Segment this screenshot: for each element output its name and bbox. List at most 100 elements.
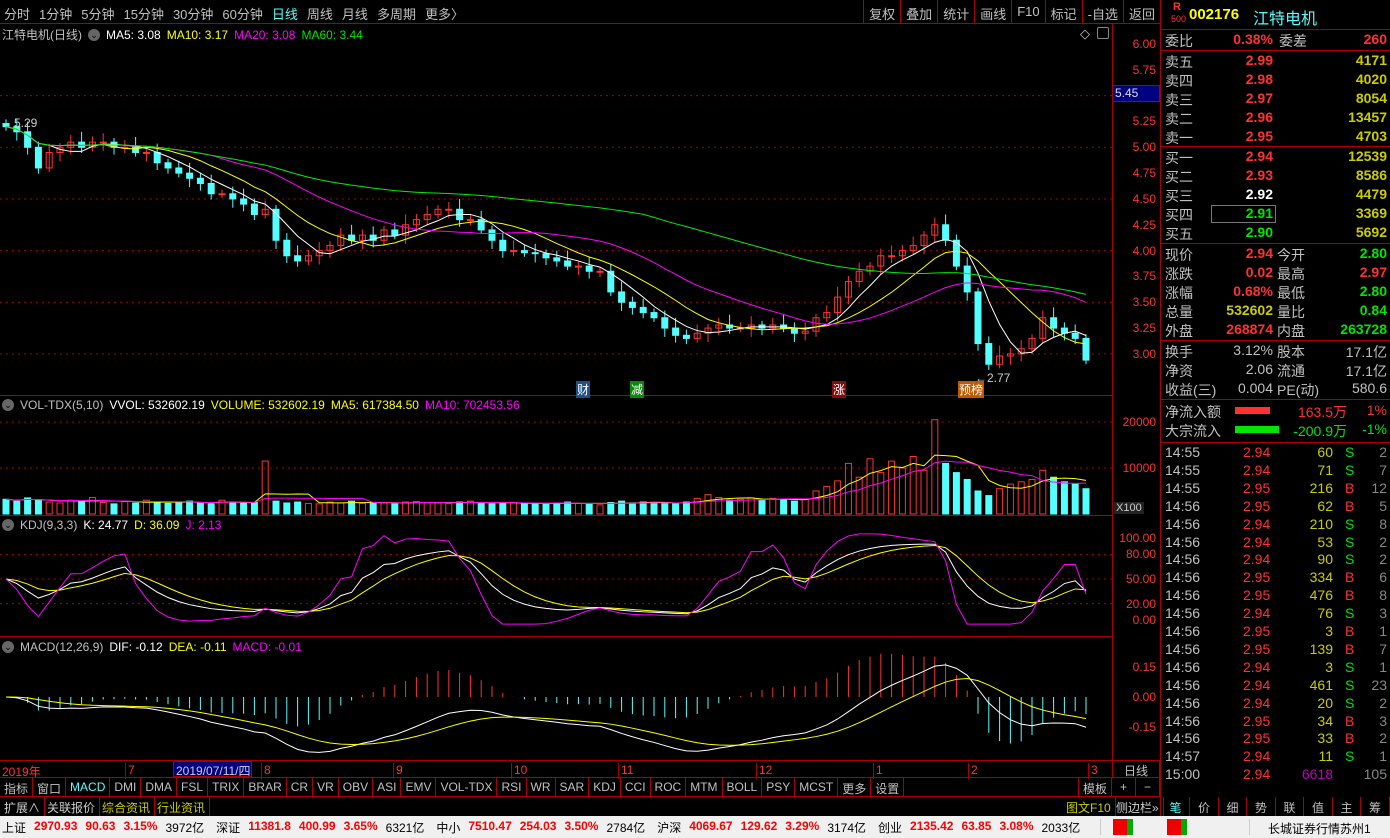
side-tab[interactable]: 价 xyxy=(1191,797,1219,816)
period-tab[interactable]: 多周期 xyxy=(376,7,416,22)
collapse-icon[interactable]: ⌄ xyxy=(2,641,14,653)
tool-button[interactable]: 复权 xyxy=(863,0,900,24)
tick-volume: 71 xyxy=(1317,461,1333,478)
tick-side: S xyxy=(1345,551,1355,568)
period-tab[interactable]: 15分钟 xyxy=(123,7,164,22)
indicator-tab[interactable]: OBV xyxy=(339,778,374,796)
index-price: 4069.67 xyxy=(689,818,733,833)
indicator-tab[interactable]: WR xyxy=(527,778,556,796)
indicator-tab[interactable]: 设置 xyxy=(871,778,905,796)
index-quote[interactable]: 创业 2135.42 63.85 3.08% 2033亿 xyxy=(876,819,1080,836)
label: 涨跌 xyxy=(1165,266,1193,282)
volume-bar xyxy=(628,502,636,515)
indicator-tab[interactable]: KDJ xyxy=(589,778,621,796)
period-tab[interactable]: 30分钟 xyxy=(172,7,214,22)
side-tab[interactable]: 值 xyxy=(1305,797,1333,816)
industry-button[interactable]: 行业资讯 xyxy=(153,797,211,816)
period-tab[interactable]: 60分钟 xyxy=(222,7,263,22)
indicator-tab[interactable]: MCST xyxy=(795,778,839,796)
event-marker[interactable]: 财 xyxy=(576,381,591,398)
indicator-tab[interactable]: CCI xyxy=(621,778,651,796)
indicator-tab[interactable]: RSI xyxy=(497,778,527,796)
indicator-tab[interactable]: DMA xyxy=(141,778,178,796)
side-tab[interactable]: 筹 xyxy=(1362,797,1390,816)
indicator-tab[interactable]: BOLL xyxy=(723,778,763,796)
tool-button[interactable]: 画线 xyxy=(974,0,1011,24)
f10-button[interactable]: 图文F10 xyxy=(1062,797,1116,816)
tool-button[interactable]: F10 xyxy=(1011,0,1044,24)
index-quote[interactable]: 中小 7510.47 254.03 3.50% 2784亿 xyxy=(434,819,645,836)
side-tab[interactable]: 势 xyxy=(1248,797,1276,816)
template-button[interactable]: + xyxy=(1112,778,1136,796)
index-amount: 6321亿 xyxy=(385,820,425,835)
template-button[interactable]: 模板 xyxy=(1079,778,1112,796)
indicator-tab[interactable]: MACD xyxy=(66,778,111,796)
period-tab[interactable]: 周线 xyxy=(306,7,333,22)
index-price: 2970.93 xyxy=(34,818,78,833)
indicator-tab[interactable]: MTM xyxy=(686,778,723,796)
tool-button[interactable]: 返回 xyxy=(1122,0,1160,24)
event-marker[interactable]: 减 xyxy=(630,381,645,398)
index-quote[interactable]: 深证 11381.8 400.99 3.65% 6321亿 xyxy=(214,819,424,836)
indicator-tab[interactable]: CR xyxy=(287,778,314,796)
tick-volume: 139 xyxy=(1309,640,1333,657)
tool-button[interactable]: 标记 xyxy=(1044,0,1082,24)
news-button[interactable]: 综合资讯 xyxy=(98,797,156,816)
volume-bar xyxy=(639,501,647,515)
window-toggle-icon[interactable] xyxy=(1097,27,1109,39)
collapse-icon[interactable]: ⌄ xyxy=(2,519,14,531)
collapse-icon[interactable]: ⌄ xyxy=(88,28,100,41)
indicator-tab[interactable]: TRIX xyxy=(208,778,245,796)
period-tab[interactable]: 1分钟 xyxy=(39,7,73,22)
index-amount: 2033亿 xyxy=(1041,820,1081,835)
indicator-tab[interactable]: PSY xyxy=(762,778,796,796)
flow-row: 大宗流入 -200.9万 -1% xyxy=(1161,421,1390,440)
side-tab[interactable]: 联 xyxy=(1276,797,1304,816)
indicator-tab[interactable]: FSL xyxy=(177,778,209,796)
chart-canvas[interactable] xyxy=(0,0,1160,760)
indicator-tab[interactable]: BRAR xyxy=(244,778,287,796)
period-tab[interactable]: 分时 xyxy=(4,7,31,22)
period-tab[interactable]: 日线 xyxy=(271,7,298,22)
indicator-tab[interactable]: ROC xyxy=(651,778,687,796)
indicator-tab[interactable]: EMV xyxy=(401,778,437,796)
indicator-tab[interactable]: 指标 xyxy=(0,778,34,796)
sidebar-button[interactable]: 侧边栏» xyxy=(1112,797,1164,816)
indicator-tab[interactable]: DMI xyxy=(110,778,142,796)
event-marker[interactable]: 涨 xyxy=(832,381,847,398)
period-tab[interactable]: 5分钟 xyxy=(81,7,115,22)
tick-count: 2 xyxy=(1379,694,1387,711)
indicator-tab[interactable]: VOL-TDX xyxy=(436,778,498,796)
tick-price: 2.94 xyxy=(1243,515,1271,532)
period-label[interactable]: 日线 xyxy=(1112,760,1160,778)
collapse-icon[interactable]: ⌄ xyxy=(2,399,14,411)
event-marker[interactable]: 预榜 xyxy=(958,381,985,398)
tool-button[interactable]: 统计 xyxy=(937,0,974,24)
indicator-tab[interactable]: 更多 xyxy=(838,778,872,796)
tool-button[interactable]: -自选 xyxy=(1081,0,1123,24)
price: 2.97 xyxy=(1245,90,1273,106)
tick-side: B xyxy=(1345,569,1355,586)
period-tab[interactable]: 月线 xyxy=(341,7,368,22)
period-tab[interactable]: 更多〉 xyxy=(424,7,464,22)
index-quote[interactable]: 沪深 4069.67 129.62 3.29% 3174亿 xyxy=(655,819,866,836)
template-button[interactable]: − xyxy=(1136,778,1160,796)
weibi-row: 委比 0.38% 委差 260 xyxy=(1161,31,1390,50)
index-quote[interactable]: 上证 2970.93 90.63 3.15% 3972亿 xyxy=(0,819,204,836)
expand-button[interactable]: 扩展∧ xyxy=(0,797,46,816)
volume-bar xyxy=(250,502,258,515)
quote-row: 涨幅 0.68% 最低 2.80 xyxy=(1161,283,1390,302)
indicator-tab[interactable]: 窗口 xyxy=(33,778,67,796)
side-tab[interactable]: 主 xyxy=(1333,797,1361,816)
related-button[interactable]: 关联报价 xyxy=(43,797,101,816)
indicator-tab[interactable]: SAR xyxy=(556,778,590,796)
indicator-tab[interactable]: VR xyxy=(313,778,339,796)
candle-body xyxy=(574,265,582,268)
tool-button[interactable]: 叠加 xyxy=(900,0,937,24)
indicator-tab[interactable]: ASI xyxy=(373,778,402,796)
side-tab[interactable]: 笔 xyxy=(1162,797,1190,816)
tick-side: S xyxy=(1345,676,1355,693)
diamond-icon[interactable]: ◇ xyxy=(1080,26,1090,41)
volume-bar xyxy=(13,500,21,515)
side-tab[interactable]: 细 xyxy=(1219,797,1247,816)
